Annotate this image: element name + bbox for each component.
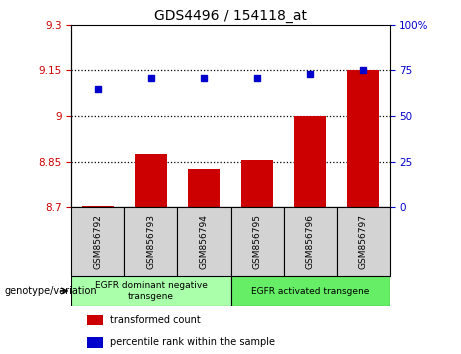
Text: GSM856792: GSM856792 xyxy=(94,214,102,269)
Bar xyxy=(71,207,124,276)
Bar xyxy=(230,276,390,306)
Text: GSM856793: GSM856793 xyxy=(147,214,155,269)
Bar xyxy=(82,206,114,207)
Bar xyxy=(230,207,284,276)
Text: genotype/variation: genotype/variation xyxy=(5,286,97,296)
Bar xyxy=(347,70,379,207)
Text: GSM856795: GSM856795 xyxy=(253,214,261,269)
Bar xyxy=(188,169,220,207)
Text: EGFR activated transgene: EGFR activated transgene xyxy=(251,287,369,296)
Text: percentile rank within the sample: percentile rank within the sample xyxy=(111,337,275,348)
Text: EGFR dominant negative
transgene: EGFR dominant negative transgene xyxy=(95,281,207,301)
Bar xyxy=(71,276,230,306)
Bar xyxy=(337,207,390,276)
Bar xyxy=(124,207,177,276)
Text: GSM856794: GSM856794 xyxy=(200,214,208,269)
Bar xyxy=(177,207,230,276)
Text: transformed count: transformed count xyxy=(111,315,201,325)
Bar xyxy=(241,160,273,207)
Bar xyxy=(294,116,326,207)
Bar xyxy=(135,154,167,207)
Bar xyxy=(87,337,103,348)
Bar xyxy=(87,315,103,325)
Text: GSM856796: GSM856796 xyxy=(306,214,314,269)
Text: GSM856797: GSM856797 xyxy=(359,214,367,269)
Bar xyxy=(284,207,337,276)
Text: GDS4496 / 154118_at: GDS4496 / 154118_at xyxy=(154,9,307,23)
